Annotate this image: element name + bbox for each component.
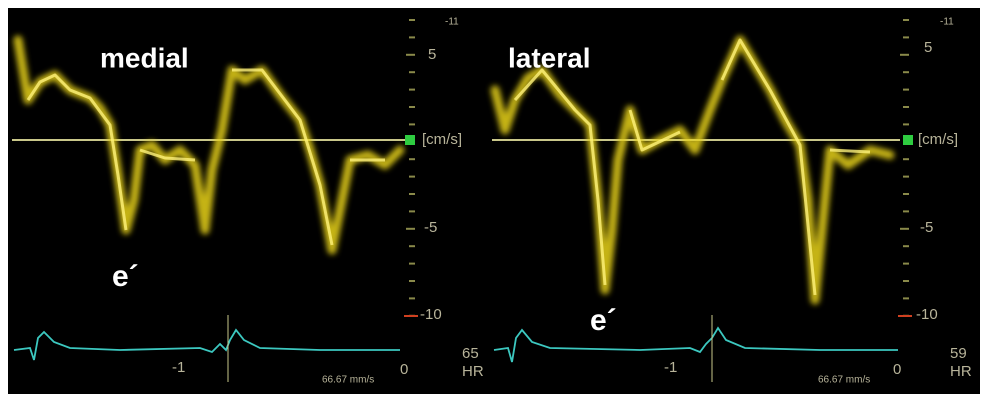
medial-panel: medial e´ -11 5 [cm/s] -5 -10 -1 0 66.67… (12, 17, 484, 386)
scale-ticks (404, 19, 418, 317)
doppler-wave (490, 35, 895, 305)
panel-label: lateral (508, 42, 591, 73)
wave-label: e´ (590, 304, 617, 337)
scale-label: 5 (428, 46, 436, 63)
time-label: 0 (400, 361, 408, 378)
baseline-marker (405, 135, 415, 145)
scale-label: -10 (420, 306, 442, 323)
hr-label: HR (462, 363, 484, 380)
scale-label: 5 (924, 39, 932, 56)
sweep-speed: 66.67 mm/s (322, 375, 374, 386)
unit-label: [cm/s] (918, 131, 958, 148)
lateral-panel: lateral e´ -11 5 [cm/s] -5 -10 -1 0 66.6… (490, 17, 972, 386)
scale-ticks (898, 19, 912, 317)
scale-label: -5 (920, 219, 933, 236)
scale-top: -11 (445, 17, 459, 28)
ecg-trace (13, 328, 400, 361)
wave-label: e´ (112, 260, 139, 293)
ecg-trace (493, 326, 898, 363)
panel-label: medial (100, 42, 189, 73)
image-background (8, 8, 980, 394)
baseline-marker (903, 135, 913, 145)
sweep-speed: 66.67 mm/s (818, 375, 870, 386)
time-label: -1 (172, 359, 185, 376)
scale-top: -11 (940, 17, 954, 28)
time-label: 0 (893, 361, 901, 378)
time-label: -1 (664, 359, 677, 376)
hr-value: 65 (462, 345, 479, 362)
scale-label: -5 (424, 219, 437, 236)
scale-label: -10 (916, 306, 938, 323)
unit-label: [cm/s] (422, 131, 462, 148)
hr-label: HR (950, 363, 972, 380)
hr-value: 59 (950, 345, 967, 362)
